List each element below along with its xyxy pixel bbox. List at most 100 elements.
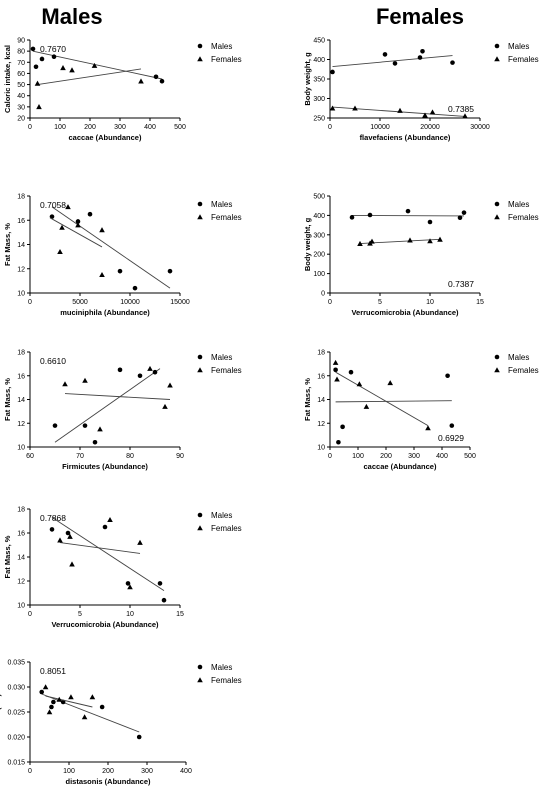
x-tick-label: 300 — [114, 124, 126, 131]
data-point-males — [51, 699, 56, 705]
chart-panel: 0 5 10 15 0 100 200 300 400 500 Verrucomicrobia (A… — [303, 194, 539, 318]
data-point-males — [340, 424, 345, 430]
data-point-males — [49, 527, 55, 532]
legend-marker-males — [197, 43, 203, 49]
legend-marker-males — [197, 664, 203, 670]
data-point-males — [417, 55, 423, 60]
data-point-males — [117, 268, 123, 274]
data-point-females — [56, 696, 63, 702]
data-point-females — [81, 714, 88, 720]
x-tick-label: 500 — [464, 453, 476, 460]
correlation-annotation: 0.6610 — [40, 356, 66, 366]
legend-label-females: Females — [211, 676, 242, 685]
y-tick-label: 20 — [17, 116, 25, 123]
data-point-males — [39, 689, 44, 695]
x-tick-label: 200 — [380, 453, 392, 460]
data-point-females — [46, 709, 53, 715]
data-point-females — [387, 380, 393, 386]
correlation-annotation: 0.7385 — [448, 104, 474, 114]
data-point-females — [407, 237, 413, 243]
legend-label-males: Males — [211, 663, 232, 672]
x-tick-label: 100 — [352, 453, 364, 460]
legend-marker-males — [494, 43, 500, 49]
y-tick-label: 250 — [313, 116, 325, 123]
data-point-males — [39, 56, 45, 62]
data-point-males — [153, 74, 159, 80]
legend-label-females: Females — [508, 213, 539, 222]
y-tick-label: 14 — [317, 397, 325, 404]
legend-label-males: Males — [211, 42, 232, 51]
y-tick-label: 18 — [317, 350, 325, 357]
data-point-females — [363, 403, 370, 409]
chart-panel: 0 5 10 15 10 12 14 16 18 Verrucomicrobia (Abundan… — [3, 507, 242, 630]
y-tick-label: 14 — [17, 555, 25, 562]
x-tick-label: 200 — [84, 124, 96, 131]
x-tick-label: 0 — [328, 453, 332, 460]
data-point-males — [349, 215, 355, 220]
data-point-females — [65, 204, 71, 210]
data-point-males — [75, 219, 81, 224]
x-tick-label: 500 — [174, 124, 186, 131]
data-point-males — [51, 54, 57, 60]
x-tick-label: 10000 — [370, 124, 390, 131]
x-tick-label: 30000 — [470, 124, 490, 131]
correlation-annotation: 0.6929 — [438, 433, 464, 443]
y-tick-label: 80 — [17, 49, 25, 56]
data-point-males — [125, 581, 131, 586]
x-tick-label: 5 — [78, 611, 82, 618]
x-axis-label: caccae (Abundance) — [69, 133, 142, 142]
legend-label-males: Males — [211, 200, 232, 209]
y-tick-label: 10 — [17, 603, 25, 610]
data-point-females — [99, 227, 105, 233]
y-tick-label: 0.015 — [7, 760, 25, 767]
legend-label-females: Females — [211, 524, 242, 533]
x-axis-label: distasonis (Abundance) — [65, 777, 151, 786]
x-tick-label: 0 — [28, 611, 32, 618]
y-tick-label: 14 — [17, 397, 25, 404]
data-point-males — [49, 214, 55, 219]
y-tick-label: 16 — [17, 373, 25, 380]
x-axis-label: Firmicutes (Abundance) — [62, 462, 148, 471]
y-tick-label: 70 — [17, 60, 25, 67]
legend-marker-females — [197, 367, 203, 373]
data-point-females — [57, 537, 63, 543]
y-tick-label: 0.020 — [7, 735, 25, 742]
data-point-males — [136, 734, 142, 740]
data-point-males — [420, 49, 425, 54]
legend-marker-males — [494, 201, 500, 207]
data-point-females — [107, 517, 113, 523]
fit-line-females — [59, 542, 141, 554]
x-tick-label: 5 — [378, 299, 382, 306]
correlation-annotation: 0.8051 — [40, 666, 66, 676]
chart-panel: 0 100 200 300 400 0.015 0.020 0.025 0.030 0.035 di… — [0, 660, 242, 787]
legend-label-males: Males — [508, 353, 529, 362]
y-tick-label: 10 — [17, 445, 25, 452]
legend-marker-males — [197, 201, 203, 207]
y-axis-label: IL-1b (OD) — [0, 693, 2, 730]
data-point-males — [52, 423, 58, 428]
correlation-annotation: 0.7058 — [40, 200, 66, 210]
x-tick-label: 10 — [126, 611, 134, 618]
data-point-males — [49, 704, 54, 710]
data-point-females — [89, 694, 96, 700]
x-tick-label: 0 — [328, 124, 332, 131]
y-tick-label: 0.025 — [7, 710, 25, 717]
fit-line-males — [332, 55, 453, 67]
legend-label-females: Females — [211, 366, 242, 375]
y-tick-label: 300 — [313, 96, 325, 103]
x-tick-label: 90 — [176, 453, 184, 460]
legend-marker-males — [494, 354, 500, 360]
y-tick-label: 0.035 — [7, 660, 25, 667]
data-point-males — [450, 60, 455, 65]
data-point-females — [69, 67, 75, 73]
data-point-females — [137, 539, 143, 545]
chart-panel: 0 100 200 300 400 500 10 12 14 16 18 caccae (Abunda… — [303, 350, 539, 472]
legend-marker-females — [494, 367, 500, 373]
data-point-females — [67, 533, 73, 539]
data-point-females — [82, 377, 88, 383]
data-point-females — [68, 694, 74, 700]
y-axis-label: Body weight, g — [303, 52, 312, 106]
data-point-females — [332, 359, 339, 365]
